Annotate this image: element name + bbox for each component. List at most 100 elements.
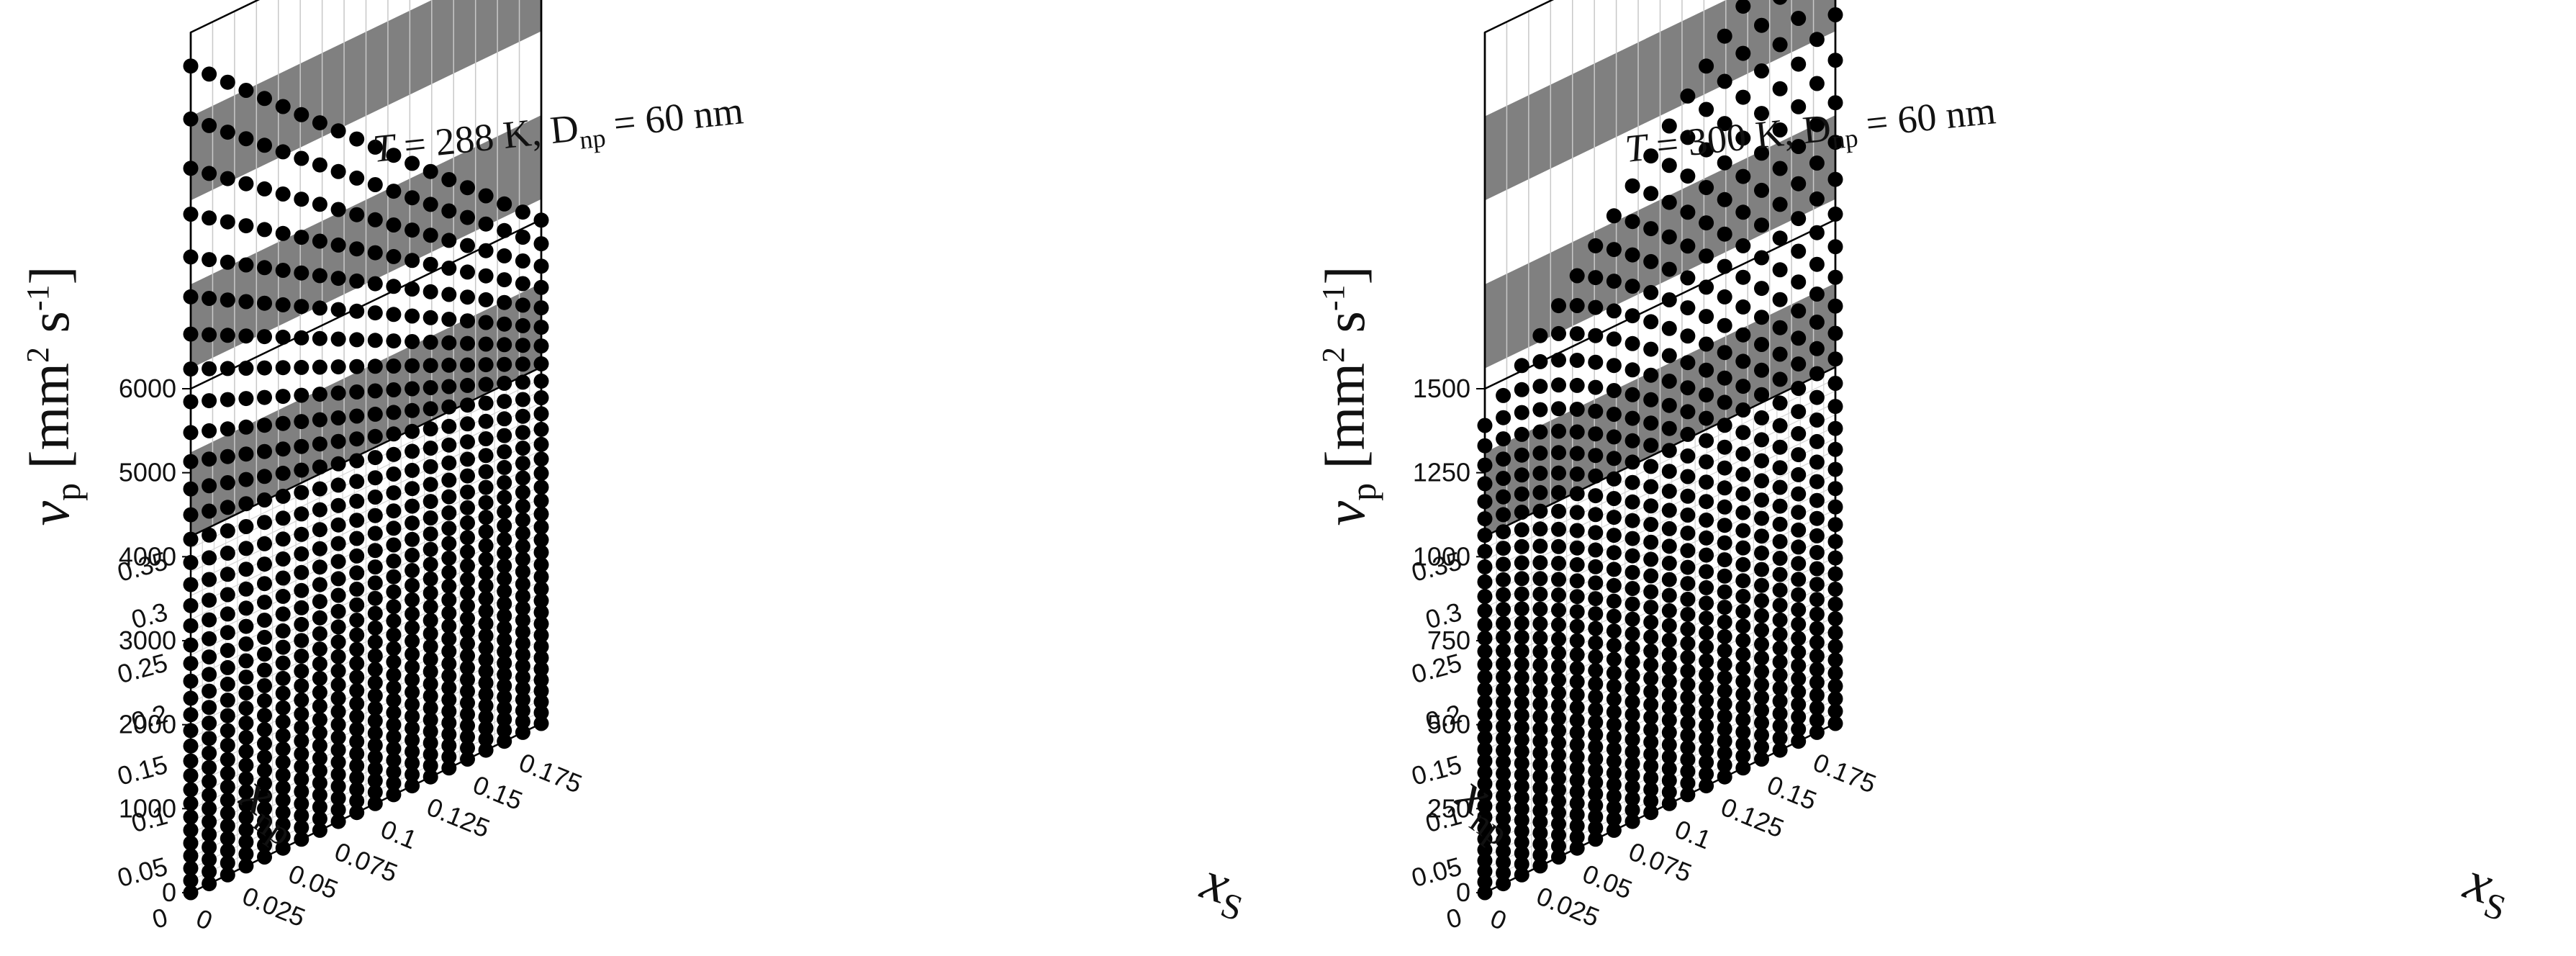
data-point [1643,551,1659,567]
data-point [386,641,402,657]
data-point [257,91,272,107]
data-point [275,297,291,312]
data-point [1680,355,1696,371]
data-point [330,410,346,425]
data-point [367,605,383,621]
data-point [1532,696,1548,712]
data-point [1477,418,1493,433]
title-text: = 60 nm [602,89,745,146]
data-point [1551,838,1566,854]
data-point [1754,432,1769,448]
data-point [294,526,309,542]
data-point [1699,564,1714,580]
data-point [478,464,494,479]
data-point [1735,523,1751,538]
data-point [330,554,346,569]
data-point [1532,709,1548,725]
data-point [1569,737,1585,753]
data-point [238,618,254,634]
data-point [1754,739,1769,755]
data-point [441,287,457,302]
data-point [1588,798,1604,813]
data-point [1606,429,1622,445]
data-point [1606,303,1622,319]
data-point [386,705,402,721]
data-point [1661,784,1677,800]
data-point [422,441,438,456]
data-point [1680,690,1696,705]
data-point [1680,426,1696,442]
data-point [275,510,291,526]
data-point [1699,639,1714,655]
data-point [202,631,217,646]
data-point [1496,524,1511,540]
data-point [497,222,512,238]
data-point [1514,505,1529,520]
data-point [405,606,420,622]
data-point [312,811,327,826]
data-point [1754,608,1769,623]
data-point [1477,457,1493,473]
data-point [1772,582,1788,598]
data-point [386,503,402,519]
data-point [1532,379,1548,394]
data-point [1699,410,1714,426]
data-point [294,784,309,800]
data-point [1496,777,1511,793]
data-point [294,693,309,708]
data-point [1699,336,1714,352]
data-point [202,667,217,682]
data-point [1643,709,1659,725]
z-tick-label: 500 [1427,710,1470,739]
data-point [422,556,438,572]
data-point [460,598,475,614]
data-point [441,692,457,708]
data-point [367,305,383,321]
data-point [497,394,512,410]
data-point [441,536,457,551]
data-point [460,672,475,687]
data-point [497,337,512,353]
data-point [1680,526,1696,541]
data-point [460,238,475,253]
data-point [478,413,494,429]
data-point [1569,424,1585,440]
data-point [386,717,402,733]
data-point [386,520,402,536]
data-point [330,571,346,587]
data-point [1791,425,1807,441]
z-tick-label: 1000 [1413,541,1470,571]
data-point [1496,601,1511,617]
data-point [386,752,402,768]
data-point [1551,759,1566,775]
data-point [1809,366,1825,382]
data-point [349,782,365,798]
data-point [330,456,346,472]
data-point [183,656,199,672]
data-point [257,295,272,311]
data-point [220,606,235,622]
data-point [460,636,475,651]
data-point [1551,538,1566,554]
data-point [183,207,199,222]
data-point [515,374,530,390]
data-point [478,731,494,747]
data-point [1717,757,1732,773]
data-point [257,469,272,484]
back-wall-outline [189,0,543,538]
data-point [422,626,438,641]
data-point [1569,618,1585,634]
data-point [312,698,327,714]
data-point [1772,516,1788,532]
data-point [1680,204,1696,220]
data-point [441,357,457,373]
data-point [1809,256,1825,272]
data-point [1643,568,1659,584]
data-point [1643,479,1659,495]
z-tick-label: 0 [1456,878,1470,907]
data-point [497,272,512,288]
data-point [220,500,235,515]
data-point [1791,522,1807,538]
data-point [1551,698,1566,713]
data-point [220,475,235,490]
